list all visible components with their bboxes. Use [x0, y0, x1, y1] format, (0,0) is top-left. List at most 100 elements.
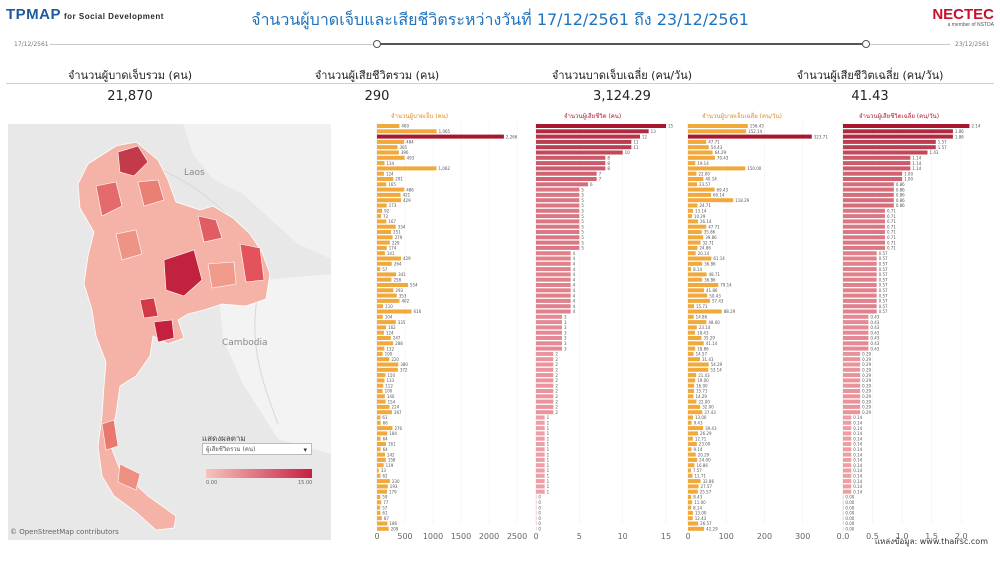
bar[interactable] — [843, 330, 869, 335]
bar[interactable] — [843, 341, 869, 346]
bar[interactable] — [843, 219, 885, 224]
bar[interactable] — [377, 378, 385, 383]
bar[interactable] — [688, 415, 693, 420]
bar[interactable] — [536, 187, 580, 192]
bar[interactable] — [688, 479, 701, 484]
bar[interactable] — [688, 468, 691, 473]
bar[interactable] — [688, 261, 703, 266]
bar[interactable] — [377, 124, 400, 128]
bar[interactable] — [536, 171, 597, 176]
bar[interactable] — [377, 139, 405, 144]
bar[interactable] — [843, 293, 877, 298]
bar[interactable] — [377, 442, 387, 446]
bar[interactable] — [536, 394, 554, 399]
bar[interactable] — [688, 505, 692, 510]
bar[interactable] — [688, 272, 707, 277]
bar[interactable] — [688, 362, 709, 367]
bar[interactable] — [377, 235, 393, 240]
bar[interactable] — [377, 404, 390, 409]
bar[interactable] — [843, 410, 861, 415]
bar[interactable] — [377, 288, 394, 293]
bar[interactable] — [843, 187, 894, 192]
bar[interactable] — [377, 362, 399, 367]
bar[interactable] — [843, 442, 852, 446]
bar[interactable] — [377, 309, 412, 314]
bar[interactable] — [536, 452, 545, 457]
bar[interactable] — [688, 198, 734, 203]
bar[interactable] — [688, 187, 715, 192]
bar[interactable] — [843, 267, 877, 272]
bar[interactable] — [843, 139, 936, 144]
bar[interactable] — [377, 516, 382, 521]
bar[interactable] — [536, 330, 562, 335]
bar[interactable] — [377, 336, 391, 340]
bar[interactable] — [688, 378, 696, 383]
bar[interactable] — [377, 230, 392, 234]
bar[interactable] — [843, 203, 894, 208]
bar[interactable] — [688, 304, 695, 309]
bar[interactable] — [536, 134, 640, 139]
bar[interactable] — [536, 341, 562, 346]
bar[interactable] — [536, 431, 545, 436]
bar[interactable] — [377, 399, 386, 404]
bar[interactable] — [843, 198, 894, 203]
bar[interactable] — [688, 351, 694, 356]
bar[interactable] — [843, 404, 861, 409]
bar[interactable] — [377, 367, 398, 372]
bar[interactable] — [536, 373, 554, 378]
bar[interactable] — [843, 399, 861, 404]
bar[interactable] — [536, 389, 554, 393]
bar[interactable] — [377, 182, 387, 187]
bar[interactable] — [843, 420, 852, 425]
bar[interactable] — [536, 489, 545, 494]
bar[interactable] — [536, 468, 545, 473]
bar[interactable] — [377, 436, 381, 441]
bar[interactable] — [688, 420, 692, 425]
bar[interactable] — [843, 145, 936, 150]
bar[interactable] — [377, 484, 388, 489]
bar[interactable] — [688, 235, 704, 240]
bar[interactable] — [377, 373, 386, 378]
bar[interactable] — [536, 166, 606, 171]
bar[interactable] — [536, 314, 562, 319]
bar[interactable] — [536, 203, 580, 208]
bar[interactable] — [688, 357, 701, 362]
bar[interactable] — [536, 463, 545, 468]
bar[interactable] — [536, 484, 545, 489]
bar[interactable] — [688, 457, 698, 462]
bar[interactable] — [377, 325, 387, 330]
bar[interactable] — [377, 293, 397, 298]
bar[interactable] — [843, 251, 877, 256]
bar[interactable] — [377, 510, 381, 515]
bar[interactable] — [536, 277, 571, 282]
bar[interactable] — [688, 161, 696, 166]
bar[interactable] — [843, 124, 970, 128]
bar[interactable] — [688, 230, 702, 234]
bar[interactable] — [843, 436, 852, 441]
bar[interactable] — [843, 378, 861, 383]
bar[interactable] — [688, 219, 698, 224]
bar[interactable] — [843, 171, 903, 176]
bar[interactable] — [536, 214, 580, 219]
bar[interactable] — [688, 442, 697, 446]
bar[interactable] — [377, 479, 390, 484]
bar[interactable] — [536, 293, 571, 298]
bar[interactable] — [843, 431, 852, 436]
bar[interactable] — [377, 171, 384, 176]
bar[interactable] — [536, 161, 606, 166]
bar[interactable] — [843, 320, 869, 325]
bar[interactable] — [688, 134, 812, 139]
bar[interactable] — [377, 415, 381, 420]
bar[interactable] — [377, 187, 405, 192]
bar[interactable] — [688, 346, 696, 351]
bar[interactable] — [688, 473, 693, 478]
bar[interactable] — [688, 526, 705, 531]
bar[interactable] — [843, 463, 852, 468]
bar[interactable] — [843, 489, 852, 494]
bar[interactable] — [536, 145, 632, 150]
bar[interactable] — [688, 383, 695, 388]
bar[interactable] — [688, 399, 697, 404]
bar[interactable] — [843, 129, 953, 134]
bar[interactable] — [377, 526, 389, 531]
bar[interactable] — [688, 489, 698, 494]
